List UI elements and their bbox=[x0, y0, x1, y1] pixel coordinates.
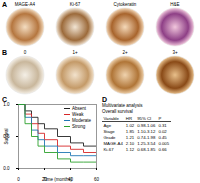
svg-text:0: 0 bbox=[17, 177, 20, 182]
html-text:Stage: Stage bbox=[103, 128, 115, 134]
svg-text:0.0: 0.0 bbox=[3, 166, 10, 171]
html-text:Ki-67: Ki-67 bbox=[103, 146, 114, 152]
svg-text:A: A bbox=[2, 1, 7, 8]
svg-text:H&E: H&E bbox=[170, 2, 179, 7]
svg-text:0: 0 bbox=[24, 50, 27, 55]
html-text:Weak: Weak bbox=[72, 112, 84, 117]
html-text:MAGE-A4 2.10 1.25-3.54 0.005: MAGE-A4 2.10 1.25-3.54 0.005 bbox=[103, 140, 170, 146]
svg-text:MAGE-A4: MAGE-A4 bbox=[15, 2, 36, 7]
svg-text:60: 60 bbox=[94, 177, 100, 182]
svg-text:B: B bbox=[2, 49, 7, 56]
svg-text:Ki-67: Ki-67 bbox=[70, 2, 81, 7]
html-text:D: D bbox=[102, 96, 108, 103]
html-text:Grade: Grade bbox=[103, 134, 116, 140]
html-text:Overall survival: Overall survival bbox=[102, 109, 133, 114]
svg-text:Time (months): Time (months) bbox=[43, 177, 72, 182]
html-text:1.85 1.10-3.12 0.02: 1.85 1.10-3.12 0.02 bbox=[125, 128, 167, 134]
html-text:1.12 0.68-1.85 0.66: 1.12 0.68-1.85 0.66 bbox=[125, 146, 167, 152]
svg-text:Survival: Survival bbox=[4, 128, 9, 144]
html-text:1.02 0.98-1.06 0.31: 1.02 0.98-1.06 0.31 bbox=[125, 122, 167, 128]
html-text:Multivariate analysis: Multivariate analysis bbox=[102, 103, 143, 108]
svg-text:1+: 1+ bbox=[72, 50, 78, 55]
html-text:Variable: Variable bbox=[103, 115, 119, 121]
html-text:C: C bbox=[2, 96, 8, 103]
svg-text:1.0: 1.0 bbox=[3, 102, 10, 107]
html-text:HR: HR bbox=[125, 115, 133, 121]
html-text:Age: Age bbox=[103, 122, 112, 128]
html-text:1.21 0.74-1.98 0.45: 1.21 0.74-1.98 0.45 bbox=[125, 134, 167, 140]
html-text:Moderate: Moderate bbox=[72, 118, 91, 123]
html-text:P: P bbox=[158, 115, 162, 121]
html-text:Absent: Absent bbox=[72, 106, 86, 111]
svg-text:Cytokeratin: Cytokeratin bbox=[114, 2, 137, 7]
svg-text:2+: 2+ bbox=[122, 50, 128, 55]
html-text:95% CI: 95% CI bbox=[137, 115, 152, 121]
svg-text:3+: 3+ bbox=[172, 50, 178, 55]
html-text:Strong: Strong bbox=[72, 124, 86, 129]
